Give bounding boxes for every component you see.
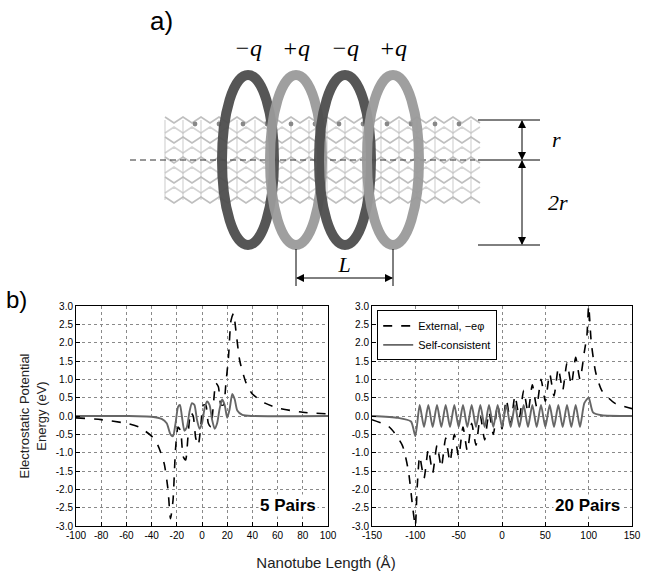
svg-text:-0.5: -0.5 xyxy=(352,429,370,440)
svg-text:1.5: 1.5 xyxy=(59,356,73,367)
svg-text:40: 40 xyxy=(247,530,259,541)
svg-text:3.0: 3.0 xyxy=(355,301,369,312)
svg-text:20 Pairs: 20 Pairs xyxy=(555,496,620,515)
svg-text:2.0: 2.0 xyxy=(59,337,73,348)
svg-text:-1.5: -1.5 xyxy=(56,466,74,477)
svg-text:-2.0: -2.0 xyxy=(352,484,370,495)
svg-text:-60: -60 xyxy=(119,530,134,541)
svg-text:L: L xyxy=(337,252,350,277)
svg-text:2.5: 2.5 xyxy=(59,319,73,330)
svg-text:-1.5: -1.5 xyxy=(352,466,370,477)
svg-text:60: 60 xyxy=(272,530,284,541)
svg-text:+q: +q xyxy=(379,35,407,61)
svg-text:2.0: 2.0 xyxy=(355,337,369,348)
svg-text:-50: -50 xyxy=(451,530,466,541)
svg-text:1.0: 1.0 xyxy=(59,374,73,385)
svg-text:0.0: 0.0 xyxy=(355,411,369,422)
svg-text:-3.0: -3.0 xyxy=(56,521,74,532)
svg-text:50: 50 xyxy=(540,530,552,541)
svg-text:0.5: 0.5 xyxy=(59,392,73,403)
svg-text:-2.5: -2.5 xyxy=(352,502,370,513)
svg-text:-20: -20 xyxy=(170,530,185,541)
svg-text:−q: −q xyxy=(331,35,359,61)
svg-text:100: 100 xyxy=(580,530,597,541)
svg-text:-40: -40 xyxy=(144,530,159,541)
svg-text:0.5: 0.5 xyxy=(355,392,369,403)
svg-text:Self-consistent: Self-consistent xyxy=(418,339,490,351)
svg-text:100: 100 xyxy=(320,530,337,541)
svg-text:-100: -100 xyxy=(405,530,425,541)
svg-text:0.0: 0.0 xyxy=(59,411,73,422)
svg-text:5 Pairs: 5 Pairs xyxy=(260,496,316,515)
svg-text:r: r xyxy=(552,127,561,152)
svg-text:2.5: 2.5 xyxy=(355,319,369,330)
svg-text:2r: 2r xyxy=(548,190,568,215)
svg-text:-150: -150 xyxy=(362,530,382,541)
html-text:Nanotube Length (Å): Nanotube Length (Å) xyxy=(256,554,396,571)
svg-text:20: 20 xyxy=(222,530,234,541)
svg-text:1.0: 1.0 xyxy=(355,374,369,385)
svg-text:a): a) xyxy=(150,6,173,36)
svg-text:-2.0: -2.0 xyxy=(56,484,74,495)
svg-text:-80: -80 xyxy=(94,530,109,541)
svg-text:-1.0: -1.0 xyxy=(56,447,74,458)
svg-text:-0.5: -0.5 xyxy=(56,429,74,440)
svg-text:Electrostatic PotentialEnergy: Electrostatic PotentialEnergy (eV) xyxy=(17,353,49,478)
svg-text:80: 80 xyxy=(297,530,309,541)
svg-text:0: 0 xyxy=(199,530,205,541)
html-text:b): b) xyxy=(6,286,28,313)
svg-text:-1.0: -1.0 xyxy=(352,447,370,458)
svg-text:−q: −q xyxy=(234,35,262,61)
svg-text:3.0: 3.0 xyxy=(59,301,73,312)
svg-text:0: 0 xyxy=(499,530,505,541)
svg-text:-3.0: -3.0 xyxy=(352,521,370,532)
svg-text:150: 150 xyxy=(624,530,641,541)
svg-text:-100: -100 xyxy=(66,530,86,541)
svg-text:-2.5: -2.5 xyxy=(56,502,74,513)
svg-text:+q: +q xyxy=(282,35,310,61)
svg-text:External, −eφ: External, −eφ xyxy=(418,320,484,332)
svg-text:1.5: 1.5 xyxy=(355,356,369,367)
